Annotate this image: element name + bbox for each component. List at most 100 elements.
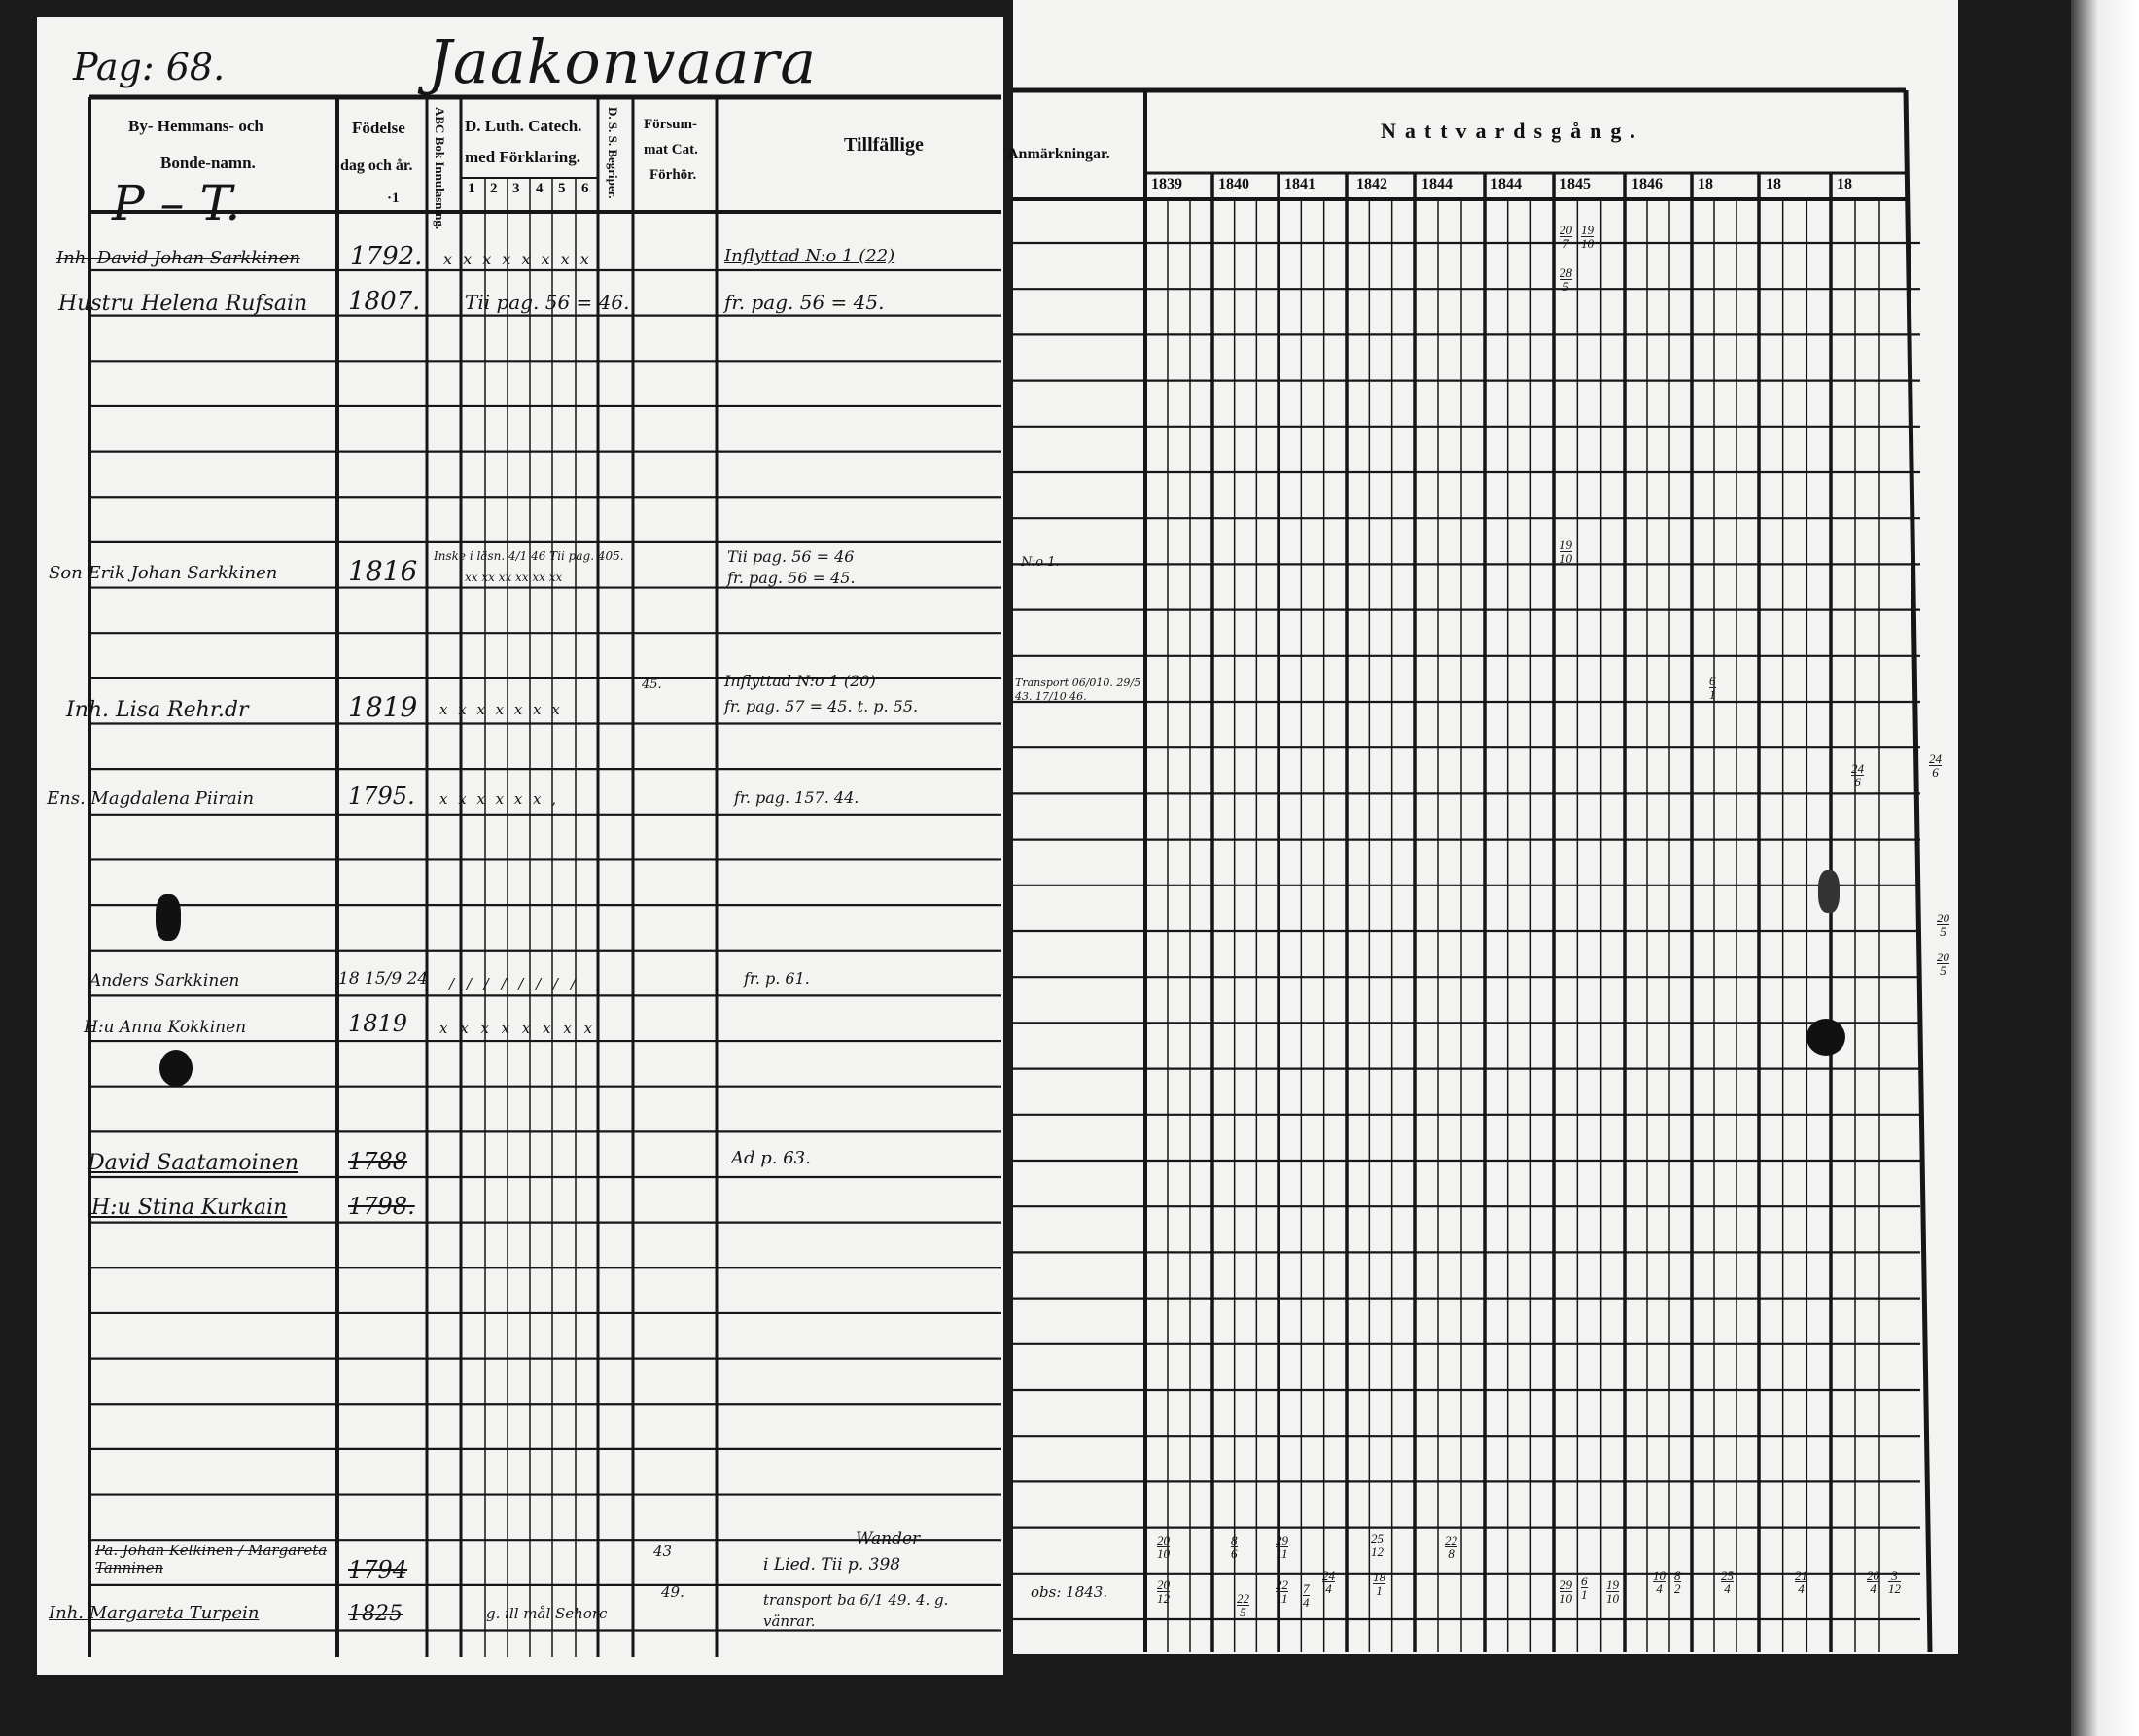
communion-mark: 21 4 — [1795, 1568, 1807, 1596]
communion-mark: 20 7 — [1560, 223, 1572, 251]
entry-dss: 49. — [661, 1583, 684, 1601]
entry-birth: 18 15/9 24 — [338, 969, 429, 989]
catech-num-4: 4 — [536, 181, 544, 196]
ink-blot — [159, 1050, 193, 1087]
col-birth-mark: ·1 — [387, 191, 400, 206]
year-1844a: 1844 — [1421, 176, 1453, 192]
col-name-header-2: Bonde-namn. — [160, 154, 256, 172]
entry-catech-marks: xx xx xx xx xx xx — [465, 571, 563, 584]
right-page — [1013, 0, 1958, 1654]
col-birth-header-2: dag och år. — [340, 157, 413, 174]
entry-anmarkning: Transport 06/010. 29/5 43. 17/10 46. — [1015, 677, 1141, 703]
col-name-header: By- Hemmans- och — [128, 117, 263, 135]
entry-tillfallige: fr. pag. 157. 44. — [734, 788, 859, 807]
year-1846: 1846 — [1631, 176, 1663, 192]
entry-dss: 43 — [653, 1543, 673, 1560]
communion-mark: 19 10 — [1560, 538, 1572, 566]
communion-mark: 22 8 — [1445, 1533, 1457, 1561]
entry-birth: 1798. — [348, 1193, 415, 1220]
catech-num-2: 2 — [490, 181, 498, 196]
entry-catech: / / / / / / / / — [449, 975, 579, 992]
entry-name: Hustru Helena Rufsain — [58, 292, 308, 316]
communion-mark: 24 6 — [1851, 761, 1864, 789]
communion-mark: 18 1 — [1373, 1570, 1385, 1598]
entry-name: H:u Anna Kokkinen — [84, 1018, 247, 1037]
entry-tillfallige-top: Wander — [856, 1529, 921, 1548]
entry-name: H:u Stina Kurkain — [91, 1196, 288, 1220]
entry-catech: x x x x x x , — [439, 790, 560, 808]
year-1842: 1842 — [1356, 176, 1387, 192]
entry-birth: 1816 — [348, 555, 418, 587]
communion-mark: 24 4 — [1322, 1568, 1335, 1596]
entry-tillfallige: i Lied. Tii p. 398 — [763, 1555, 901, 1575]
communion-mark: 29 10 — [1560, 1578, 1572, 1606]
col-birth-header: Födelse — [352, 119, 405, 137]
entry-tillfallige: transport ba 6/1 49. 4. g. vänrar. — [763, 1591, 949, 1630]
scan-edge — [2071, 0, 2139, 1736]
left-page — [37, 17, 1003, 1675]
col-anmarkningar-header: Anmärkningar. — [1007, 146, 1110, 162]
col-forsummat-header: Försum- — [644, 117, 697, 132]
communion-mark: 19 10 — [1606, 1578, 1619, 1606]
entry-name: Son Erik Johan Sarkkinen — [49, 563, 278, 583]
entry-catech: Tii pag. 56 = 46. — [465, 291, 630, 314]
entry-birth: 1795. — [348, 782, 415, 810]
catech-num-6: 6 — [581, 181, 589, 196]
communion-mark: 20 5 — [1937, 950, 1949, 978]
col-catech-header-2: med Förklaring. — [465, 148, 580, 166]
entry-birth: 1825 — [348, 1602, 403, 1626]
entry-birth: 1819 — [348, 691, 418, 723]
entry-anmarkning: obs: 1843. — [1031, 1583, 1108, 1601]
entry-catech: g. ill mål Sehorc — [486, 1605, 608, 1622]
communion-mark: 28 5 — [1560, 265, 1572, 294]
village-title: Jaakonvaara — [428, 26, 818, 97]
entry-name: Anders Sarkkinen — [89, 971, 240, 990]
entry-tillfallige: Ad p. 63. — [731, 1148, 811, 1168]
entry-name: Inh. Margareta Turpein — [49, 1603, 260, 1623]
year-1841: 1841 — [1284, 176, 1315, 192]
entry-forsummat: 45. — [642, 677, 662, 692]
year-1844b: 1844 — [1490, 176, 1522, 192]
communion-mark: 29 11 — [1276, 1533, 1288, 1561]
entry-catech: Inske i läsn. 4/1 46 Tii pag. 405. — [434, 549, 624, 563]
entry-birth: 1792. — [350, 242, 423, 271]
year-blank-1: 18 — [1698, 176, 1713, 192]
year-1845: 1845 — [1560, 176, 1591, 192]
communion-mark: 10 4 — [1653, 1568, 1666, 1596]
col-dss-header: D. S. S. Begriper. — [605, 107, 620, 199]
entry-tillfallige: Inflyttad N:o 1 (20) — [724, 672, 876, 690]
communion-mark: 3 12 — [1888, 1568, 1901, 1596]
entry-catech: x x x x x x x x — [439, 1020, 597, 1037]
communion-mark: 25 12 — [1371, 1531, 1384, 1559]
col-abc-header: ABC Bok Innulasning. — [432, 107, 447, 230]
entry-name: Inh. David Johan Sarkkinen — [56, 248, 300, 268]
entry-birth: 1788 — [348, 1148, 408, 1175]
catech-num-5: 5 — [558, 181, 566, 196]
year-1839: 1839 — [1151, 176, 1182, 192]
year-blank-2: 18 — [1766, 176, 1781, 192]
year-1840: 1840 — [1218, 176, 1249, 192]
page-number: Pag: 68. — [73, 46, 226, 88]
entry-tillfallige-2: fr. pag. 56 = 45. — [727, 569, 856, 587]
ink-blot — [1806, 1019, 1845, 1056]
col-catech-header: D. Luth. Catech. — [465, 117, 582, 135]
entry-anmarkning: N:o 1. — [1021, 555, 1060, 570]
entry-name: Inh. Lisa Rehr.dr — [66, 698, 249, 722]
communion-mark: 20 10 — [1157, 1533, 1170, 1561]
year-blank-3: 18 — [1837, 176, 1852, 192]
entry-birth: 1807. — [348, 287, 421, 316]
communion-mark: 20 4 — [1867, 1568, 1879, 1596]
col-forsummat-header-3: Förhör. — [649, 167, 697, 183]
entry-catech: x x x x x x x — [439, 701, 563, 718]
communion-mark: 20 12 — [1157, 1578, 1170, 1606]
ink-blot — [156, 894, 181, 941]
communion-mark: 24 6 — [1929, 751, 1942, 780]
communion-mark: 22 5 — [1237, 1591, 1249, 1619]
entry-tillfallige: fr. pag. 56 = 45. — [724, 291, 885, 314]
entry-birth: 1819 — [348, 1010, 408, 1037]
